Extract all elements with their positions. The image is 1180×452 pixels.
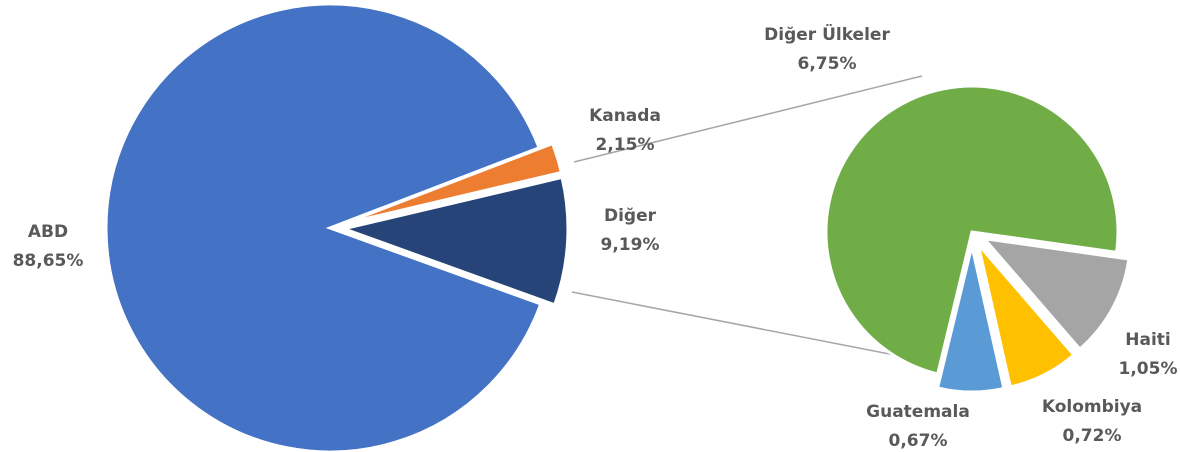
slice-label: Diğer (604, 206, 657, 226)
pie-slice (338, 175, 570, 307)
pie-slice (980, 236, 1131, 352)
slice-value-label: 0,72% (1063, 426, 1122, 446)
slice-label: ABD (28, 222, 68, 242)
slice-value-label: 6,75% (798, 54, 857, 74)
slice-label: Haiti (1125, 330, 1170, 350)
slice-label: Guatemala (866, 402, 970, 422)
slice-label: Kanada (589, 106, 661, 126)
slice-value-label: 9,19% (601, 235, 660, 255)
pie-slice (104, 2, 543, 452)
pie-slice (935, 245, 1006, 394)
pie-slice (342, 141, 564, 226)
slice-value-label: 88,65% (13, 251, 84, 271)
slice-value-label: 0,67% (889, 431, 948, 451)
pie-slice (824, 84, 1120, 376)
slice-label: Diğer Ülkeler (764, 23, 890, 45)
pie-slice (976, 243, 1076, 389)
connector-line (571, 291, 921, 361)
slice-value-label: 2,15% (596, 135, 655, 155)
slice-value-label: 1,05% (1119, 359, 1178, 379)
connector-line (573, 75, 923, 163)
slice-label: Kolombiya (1042, 397, 1142, 417)
